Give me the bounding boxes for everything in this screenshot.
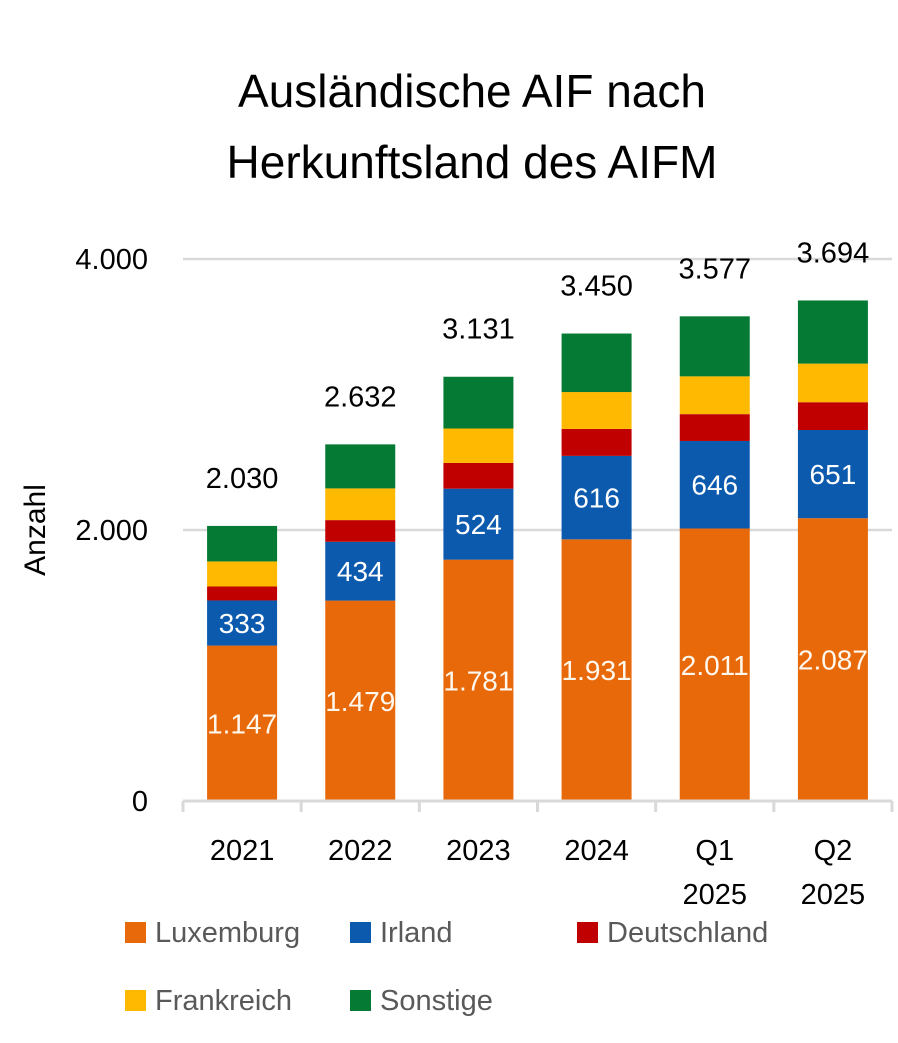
bar-segment-luxemburg <box>797 518 868 801</box>
legend-swatch <box>350 922 371 943</box>
bar-segment-irland <box>325 541 396 601</box>
legend-item-sonstige: Sonstige <box>350 985 493 1017</box>
bars: 1.147 333 1.479 434 1.781 524 1.931 616 2.011 646… <box>207 300 868 801</box>
segment-value-label: 646 <box>691 470 738 501</box>
bar-stack: 1.931 616 <box>561 333 632 801</box>
legend-item-deutschland: Deutschland <box>577 917 768 949</box>
bar-segment-deutschland <box>443 462 514 489</box>
x-tick-label: 2023 <box>446 835 511 867</box>
segment-value-label: 1.479 <box>325 686 395 717</box>
segment-value-label: 1.781 <box>443 665 513 696</box>
y-tick-label: 2.000 <box>75 515 148 547</box>
bar-segment-deutschland <box>679 414 750 441</box>
x-axis-line <box>181 799 894 812</box>
chart-title: Ausländische AIF nach Herkunftsland des … <box>227 65 718 188</box>
legend-swatch <box>125 990 146 1011</box>
bar-segment-luxemburg <box>443 559 514 801</box>
bar-segment-irland <box>443 488 514 560</box>
bar-segment-sonstige <box>797 300 868 364</box>
bar-stack: 2.011 646 <box>679 316 750 801</box>
bar-stack: 1.479 434 <box>325 444 395 801</box>
legend-label: Sonstige <box>380 985 493 1017</box>
title-line-1: Ausländische AIF nach <box>238 65 706 117</box>
legend-item-luxemburg: Luxemburg <box>125 917 300 949</box>
bar-segment-deutschland <box>797 402 868 431</box>
bar-stack: 1.781 524 <box>443 376 514 801</box>
bar-segment-frankreich <box>325 488 396 521</box>
total-value-label: 3.577 <box>678 253 751 285</box>
segment-value-label: 2.011 <box>681 650 749 681</box>
x-tick-label: Q2 <box>814 835 853 867</box>
bar-segment-luxemburg <box>561 539 632 801</box>
total-value-label: 3.450 <box>560 271 633 303</box>
segment-value-label: 1.147 <box>207 708 277 739</box>
bar-stack: 1.147 333 <box>207 525 278 801</box>
x-axis-ticks: 2021 2022 2023 2024 Q1 2025 Q2 2025 <box>210 835 865 911</box>
bar-segment-frankreich <box>679 376 750 415</box>
bar-segment-sonstige <box>561 333 632 393</box>
legend-item-irland: Irland <box>350 917 453 949</box>
segment-value-label: 333 <box>219 608 266 639</box>
legend-swatch <box>125 922 146 943</box>
gridlines <box>183 257 892 532</box>
bar-segment-sonstige <box>679 316 750 377</box>
bar-segment-frankreich <box>207 561 278 587</box>
bar-stack: 2.087 651 <box>798 300 868 801</box>
legend: Luxemburg Irland Deutschland Frankreich Sons… <box>125 917 768 1017</box>
bar-segment-irland <box>797 430 868 519</box>
bar-segment-deutschland <box>561 428 632 456</box>
segment-value-label: 1.931 <box>562 655 632 686</box>
bar-segment-sonstige <box>325 444 396 489</box>
segment-value-label: 524 <box>455 509 502 540</box>
bar-segment-frankreich <box>797 363 868 403</box>
y-axis-label: Anzahl <box>19 484 52 576</box>
x-tick-label: 2022 <box>328 835 393 867</box>
segment-value-label: 616 <box>573 483 620 514</box>
x-tick-label: 2025 <box>801 879 866 911</box>
segment-value-label: 2.087 <box>798 645 868 676</box>
legend-swatch <box>577 922 598 943</box>
title-line-2: Herkunftsland des AIFM <box>227 136 718 188</box>
bar-segment-irland <box>207 600 278 646</box>
x-tick-label: 2025 <box>682 879 747 911</box>
x-axis <box>181 799 894 812</box>
legend-label: Luxemburg <box>155 917 300 949</box>
total-value-label: 3.694 <box>797 237 870 269</box>
legend-label: Deutschland <box>607 917 768 949</box>
total-value-label: 3.131 <box>442 314 515 346</box>
total-labels: 2.030 2.632 3.131 3.450 3.577 3.694 <box>206 237 869 494</box>
bar-segment-sonstige <box>443 376 514 429</box>
x-tick-label: 2024 <box>564 835 629 867</box>
segment-value-label: 434 <box>337 556 384 587</box>
bar-segment-frankreich <box>443 428 514 463</box>
bar-segment-luxemburg <box>679 528 750 801</box>
bar-segment-irland <box>679 440 750 529</box>
legend-label: Irland <box>380 917 453 949</box>
legend-label: Frankreich <box>155 985 292 1017</box>
bar-segment-irland <box>561 455 632 540</box>
total-value-label: 2.030 <box>206 463 279 495</box>
x-tick-label: Q1 <box>695 835 734 867</box>
segment-value-label: 651 <box>810 459 857 490</box>
bar-segment-luxemburg <box>207 645 278 801</box>
y-axis-ticks: 0 2.000 4.000 <box>75 244 148 818</box>
x-tick-label: 2021 <box>210 835 275 867</box>
bar-segment-frankreich <box>561 392 632 429</box>
bar-segment-sonstige <box>207 525 278 562</box>
y-tick-label: 0 <box>132 786 148 818</box>
bar-segment-deutschland <box>325 520 396 542</box>
y-tick-label: 4.000 <box>75 244 148 276</box>
legend-item-frankreich: Frankreich <box>125 985 292 1017</box>
bar-segment-luxemburg <box>325 600 396 801</box>
legend-swatch <box>350 990 371 1011</box>
total-value-label: 2.632 <box>324 381 397 413</box>
bar-segment-deutschland <box>207 586 278 601</box>
